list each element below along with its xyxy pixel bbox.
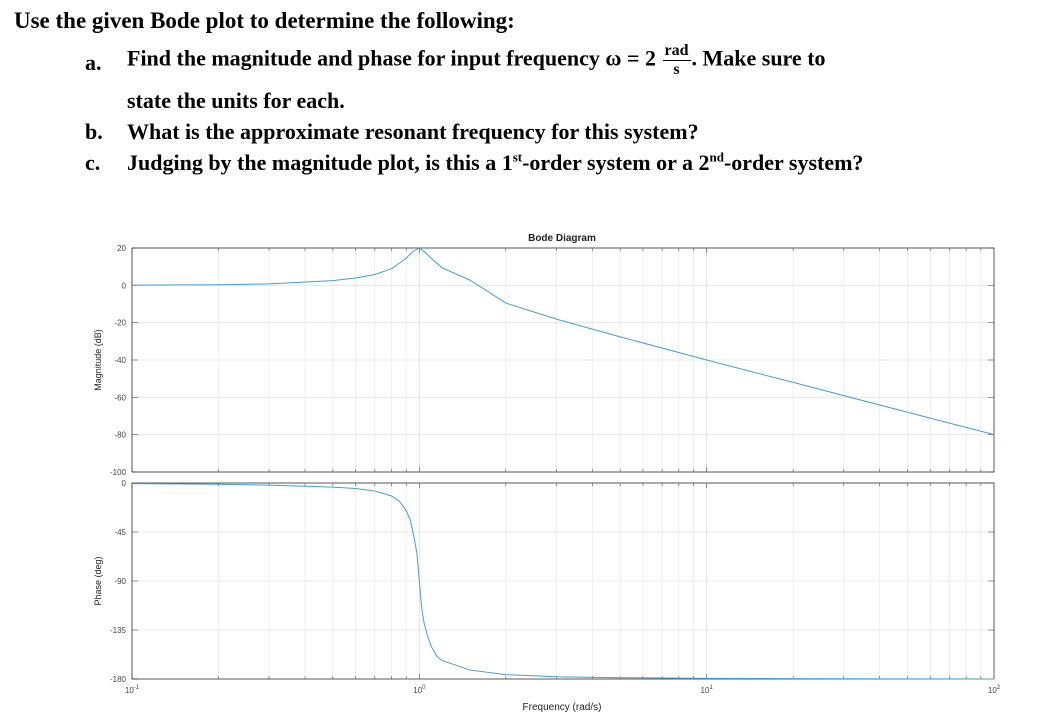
- ph-y-tick-label: -45: [114, 528, 126, 537]
- ph-y-tick-label: -180: [110, 675, 127, 684]
- magnitude-grid: [131, 247, 994, 473]
- mag-y-tick-label: -100: [110, 468, 127, 477]
- item-a-text-before: Find the magnitude and phase for input f…: [127, 45, 662, 71]
- item-c-text-before: Judging by the magnitude plot, is this a…: [127, 150, 513, 175]
- question-intro: Use the given Bode plot to determine the…: [14, 8, 515, 33]
- item-b-letter: b.: [85, 119, 103, 144]
- phase-ylabel: Phase (deg): [93, 556, 103, 605]
- frequency-x-ticks: 10-1 100 101 102: [125, 685, 1001, 695]
- item-a-letter: a.: [85, 50, 102, 75]
- item-a-continuation: state the units for each.: [127, 88, 345, 113]
- x-tick-label: 100: [413, 685, 426, 695]
- phase-axes-box: [131, 482, 995, 680]
- magnitude-ylabel: Magnitude (dB): [93, 329, 103, 391]
- x-tick-label: 101: [701, 685, 714, 695]
- ph-y-tick-label: 0: [122, 479, 127, 488]
- superscript-nd: nd: [709, 149, 724, 165]
- mag-y-tick-label: -80: [114, 431, 126, 440]
- item-a-text-after: . Make sure to: [691, 45, 826, 71]
- item-b-text: What is the approximate resonant frequen…: [127, 119, 699, 144]
- item-a-text: Find the magnitude and phase for input f…: [127, 42, 826, 79]
- phase-y-ticks: 0 -45 -90 -135 -180: [110, 479, 127, 684]
- mag-y-tick-label: -60: [114, 393, 126, 402]
- ph-y-tick-label: -90: [114, 577, 126, 586]
- superscript-st: st: [512, 149, 523, 165]
- item-c-letter: c.: [85, 150, 101, 175]
- ph-y-tick-label: -135: [110, 626, 127, 635]
- magnitude-y-ticks: 20 0 -20 -40 -60 -80 -100: [110, 244, 127, 477]
- fraction-denominator: s: [673, 61, 680, 78]
- item-c-text-mid: -order system or a 2: [522, 150, 710, 175]
- x-tick-label: 10-1: [125, 685, 140, 695]
- magnitude-axes-box: [131, 247, 995, 473]
- mag-y-tick-label: 0: [122, 281, 127, 290]
- phase-series-line: [131, 483, 995, 680]
- item-c-text-after: -order system?: [723, 150, 864, 175]
- item-c-text: Judging by the magnitude plot, is this a…: [127, 150, 863, 176]
- rad-per-s-fraction: rad s: [662, 42, 691, 79]
- mag-y-tick-label: -40: [114, 356, 126, 365]
- x-tick-label: 102: [988, 685, 1001, 695]
- phase-grid: [131, 482, 994, 680]
- mag-y-tick-label: 20: [117, 244, 126, 253]
- magnitude-series-line: [131, 247, 995, 436]
- fraction-numerator: rad: [662, 42, 691, 61]
- chart-title: Bode Diagram: [528, 233, 596, 244]
- chart-xlabel: Frequency (rad/s): [523, 702, 602, 713]
- mag-y-tick-label: -20: [114, 319, 126, 328]
